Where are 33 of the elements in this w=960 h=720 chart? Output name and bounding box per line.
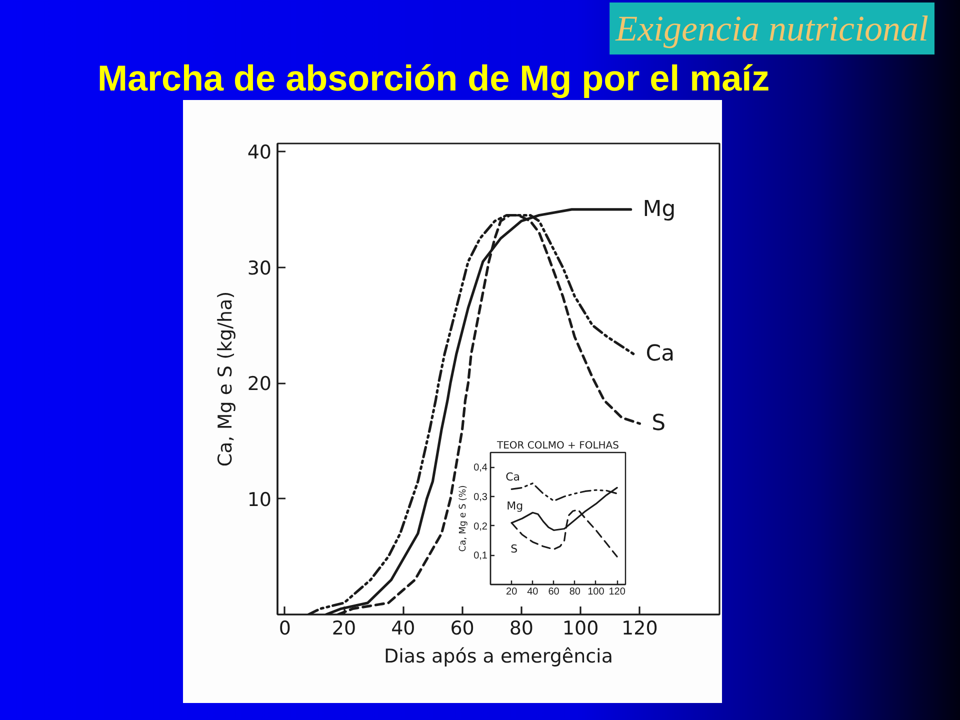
series-label: Ca [506,470,520,484]
x-tick-label: 100 [562,618,599,640]
x-tick-label: 20 [506,586,518,598]
series-label: Mg [506,499,524,512]
y-tick-label: 0,3 [474,492,488,503]
series-label: S [652,411,666,436]
chart-title: Marcha de absorción de Mg por el maíz [98,58,770,98]
x-tick-label: 40 [391,618,416,640]
y-axis-title: Ca, Mg e S (%) [458,485,469,552]
y-tick-label: 20 [247,373,272,396]
x-tick-label: 60 [450,618,474,640]
y-tick-label: 0,4 [474,462,488,474]
x-tick-label: 0 [278,618,291,640]
series-label: S [510,542,518,556]
x-axis-title: Dias após a emergência [384,646,613,668]
y-tick-label: 10 [247,488,272,511]
y-axis-title: Ca, Mg e S (kg/ha) [214,291,236,467]
y-tick-label: 40 [247,142,272,164]
x-tick-label: 60 [548,586,560,598]
x-tick-label: 40 [527,586,539,598]
x-tick-label: 120 [608,586,626,598]
x-tick-label: 120 [622,618,658,640]
x-tick-label: 20 [332,618,356,640]
x-tick-label: 100 [588,586,605,598]
y-tick-label: 0,2 [474,521,488,532]
text: Exigencia nutricional [614,8,929,48]
y-tick-label: 0,1 [474,550,488,562]
series-label: Mg [642,196,676,222]
chart-title: TEOR COLMO + FOLHAS [496,440,620,452]
x-tick-label: 80 [569,586,581,598]
series-label: Ca [646,342,675,367]
y-tick-label: 30 [247,257,272,280]
x-tick-label: 80 [509,618,534,640]
